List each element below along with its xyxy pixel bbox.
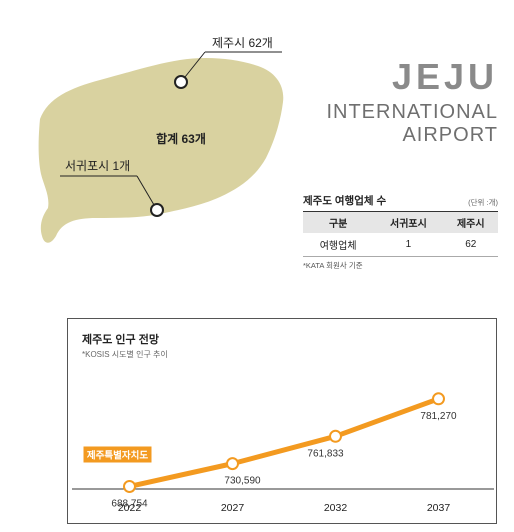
data-point (226, 457, 239, 471)
agency-header-category: 구분 (303, 211, 374, 233)
agency-header-seogwipo: 서귀포시 (373, 211, 444, 233)
series-label: 제주특별자치도 (87, 449, 148, 461)
x-tick-label: 2027 (221, 502, 245, 514)
table-row: 여행업체 1 62 (303, 233, 498, 257)
agency-cell-seogwipo: 1 (373, 233, 444, 257)
agency-table: 구분 서귀포시 제주시 여행업체 1 62 (303, 211, 498, 257)
brand-jeju: JEJU (391, 56, 498, 97)
chart-subtitle: *KOSIS 시도별 인구 추이 (82, 350, 168, 359)
jeju-city-marker (174, 75, 188, 89)
seogwipo-marker (150, 203, 164, 217)
series-line (127, 396, 441, 489)
x-tick-label: 2032 (324, 502, 348, 514)
data-label: 761,833 (307, 448, 344, 459)
data-label: 730,590 (224, 476, 261, 487)
brand-airport: AIRPORT (402, 124, 498, 146)
agency-table-block: 제주도 여행업체 수 (단위 :개) 구분 서귀포시 제주시 여행업체 1 62… (303, 193, 498, 271)
agency-table-note: *KATA 회원사 기준 (303, 261, 363, 270)
agency-cell-jeju: 62 (443, 233, 498, 257)
x-tick-label: 2022 (118, 502, 142, 514)
data-label: 688,754 (111, 498, 148, 509)
population-line-chart: 2022 2027 2032 2037 688,754 730,590 761,833 781… (72, 392, 494, 514)
data-point (123, 479, 136, 493)
brand-international: INTERNATIONAL (326, 101, 498, 123)
data-point (329, 429, 342, 443)
jeju-city-label: 제주시 62개 (212, 36, 273, 50)
agency-table-unit: (단위 :개) (468, 198, 498, 207)
x-tick-label: 2037 (427, 502, 451, 514)
data-label: 781,270 (420, 411, 457, 422)
seogwipo-label: 서귀포시 1개 (65, 159, 130, 173)
total-label: 합계 63개 (156, 131, 206, 146)
agency-table-title: 제주도 여행업체 수 (303, 195, 387, 207)
agency-header-jeju: 제주시 (443, 211, 498, 233)
series-label-box (83, 446, 152, 463)
jeju-island-shape (38, 58, 284, 243)
jeju-map: 제주시 62개 서귀포시 1개 합계 63개 (38, 36, 284, 243)
data-point (432, 392, 445, 406)
population-chart-panel: 제주도 인구 전망 *KOSIS 시도별 인구 추이 2022 2027 2032 2… (67, 318, 497, 524)
chart-title: 제주도 인구 전망 (82, 334, 159, 346)
agency-cell-label: 여행업체 (303, 233, 374, 257)
